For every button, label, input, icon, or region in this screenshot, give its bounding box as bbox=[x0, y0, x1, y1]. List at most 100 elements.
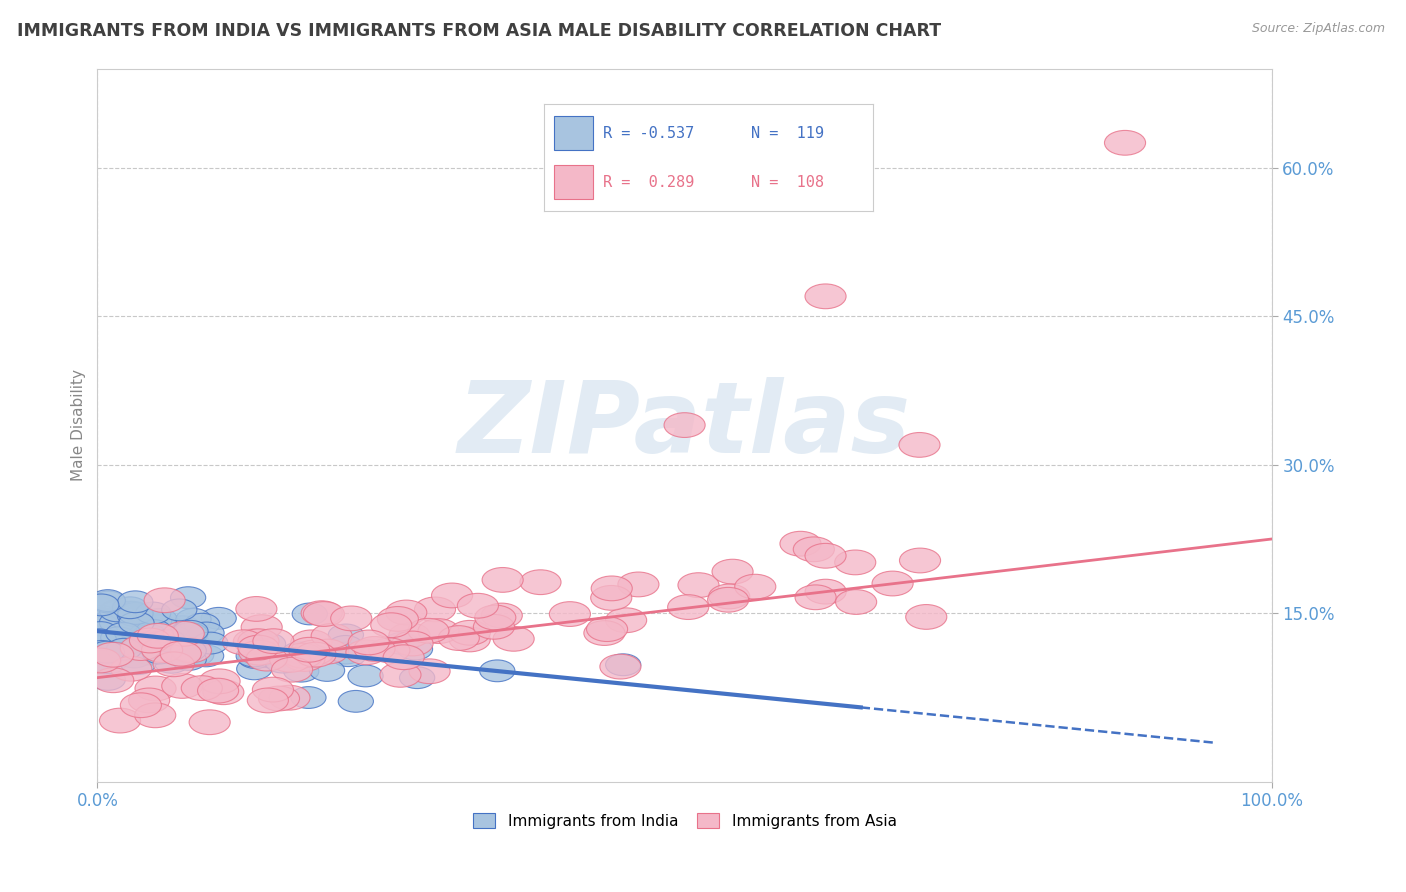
Text: IMMIGRANTS FROM INDIA VS IMMIGRANTS FROM ASIA MALE DISABILITY CORRELATION CHART: IMMIGRANTS FROM INDIA VS IMMIGRANTS FROM… bbox=[17, 22, 941, 40]
Ellipse shape bbox=[80, 642, 115, 664]
Ellipse shape bbox=[142, 609, 177, 631]
Ellipse shape bbox=[94, 609, 131, 631]
Ellipse shape bbox=[233, 629, 274, 654]
Ellipse shape bbox=[415, 597, 456, 622]
Ellipse shape bbox=[707, 588, 748, 612]
Ellipse shape bbox=[141, 632, 176, 654]
Ellipse shape bbox=[105, 623, 141, 644]
Ellipse shape bbox=[136, 620, 172, 641]
Ellipse shape bbox=[138, 624, 179, 648]
Ellipse shape bbox=[80, 648, 121, 673]
Ellipse shape bbox=[449, 627, 491, 652]
Ellipse shape bbox=[384, 645, 425, 670]
Ellipse shape bbox=[120, 607, 155, 629]
Ellipse shape bbox=[380, 663, 420, 687]
Ellipse shape bbox=[93, 668, 134, 693]
Ellipse shape bbox=[283, 641, 318, 664]
Ellipse shape bbox=[606, 607, 647, 632]
Ellipse shape bbox=[83, 606, 118, 627]
Ellipse shape bbox=[110, 633, 145, 655]
Ellipse shape bbox=[197, 678, 239, 703]
Ellipse shape bbox=[142, 615, 177, 637]
Ellipse shape bbox=[253, 677, 294, 702]
Ellipse shape bbox=[135, 703, 176, 728]
Ellipse shape bbox=[82, 607, 117, 630]
Ellipse shape bbox=[202, 680, 243, 705]
Ellipse shape bbox=[127, 622, 162, 644]
Ellipse shape bbox=[288, 638, 329, 662]
Ellipse shape bbox=[307, 640, 349, 664]
Ellipse shape bbox=[80, 608, 115, 631]
Ellipse shape bbox=[149, 618, 184, 640]
Ellipse shape bbox=[346, 640, 387, 665]
Ellipse shape bbox=[150, 630, 186, 651]
Ellipse shape bbox=[111, 601, 146, 623]
Ellipse shape bbox=[591, 576, 633, 600]
Ellipse shape bbox=[83, 615, 118, 636]
Ellipse shape bbox=[222, 630, 263, 655]
Ellipse shape bbox=[301, 601, 342, 625]
Ellipse shape bbox=[128, 688, 170, 713]
Ellipse shape bbox=[170, 638, 211, 663]
Ellipse shape bbox=[284, 660, 319, 682]
Ellipse shape bbox=[83, 594, 118, 616]
Ellipse shape bbox=[606, 654, 641, 675]
Ellipse shape bbox=[87, 624, 122, 646]
Ellipse shape bbox=[806, 543, 846, 568]
Ellipse shape bbox=[121, 636, 162, 660]
Ellipse shape bbox=[269, 685, 311, 710]
Ellipse shape bbox=[135, 602, 170, 624]
Text: ZIPatlas: ZIPatlas bbox=[458, 376, 911, 474]
Ellipse shape bbox=[600, 654, 641, 679]
Ellipse shape bbox=[87, 629, 124, 651]
Ellipse shape bbox=[479, 660, 515, 681]
Ellipse shape bbox=[398, 638, 433, 660]
Ellipse shape bbox=[409, 659, 450, 683]
Ellipse shape bbox=[82, 624, 117, 646]
Ellipse shape bbox=[190, 710, 231, 735]
Ellipse shape bbox=[240, 642, 276, 664]
Ellipse shape bbox=[120, 619, 155, 640]
Ellipse shape bbox=[125, 632, 160, 654]
Ellipse shape bbox=[482, 567, 523, 592]
Ellipse shape bbox=[377, 607, 419, 632]
Ellipse shape bbox=[664, 413, 706, 437]
Ellipse shape bbox=[457, 593, 499, 618]
Ellipse shape bbox=[124, 633, 159, 655]
Ellipse shape bbox=[90, 668, 125, 690]
Ellipse shape bbox=[311, 624, 353, 648]
Ellipse shape bbox=[162, 673, 202, 698]
Ellipse shape bbox=[250, 633, 285, 655]
Ellipse shape bbox=[371, 613, 412, 638]
Ellipse shape bbox=[173, 621, 208, 642]
Ellipse shape bbox=[1105, 130, 1146, 155]
Ellipse shape bbox=[200, 669, 240, 694]
Ellipse shape bbox=[121, 615, 156, 637]
Ellipse shape bbox=[291, 630, 332, 655]
Ellipse shape bbox=[450, 621, 491, 645]
Ellipse shape bbox=[254, 646, 290, 668]
Ellipse shape bbox=[711, 559, 754, 584]
Ellipse shape bbox=[236, 597, 277, 622]
Ellipse shape bbox=[898, 433, 941, 458]
Ellipse shape bbox=[86, 620, 121, 641]
Ellipse shape bbox=[709, 584, 749, 609]
Legend: Immigrants from India, Immigrants from Asia: Immigrants from India, Immigrants from A… bbox=[467, 806, 903, 835]
Ellipse shape bbox=[583, 621, 624, 646]
Ellipse shape bbox=[872, 571, 912, 596]
Ellipse shape bbox=[142, 629, 177, 651]
Ellipse shape bbox=[100, 600, 135, 622]
Ellipse shape bbox=[115, 601, 150, 624]
Ellipse shape bbox=[735, 574, 776, 599]
Ellipse shape bbox=[330, 645, 366, 666]
Ellipse shape bbox=[347, 665, 384, 687]
Ellipse shape bbox=[160, 641, 201, 666]
Ellipse shape bbox=[399, 667, 434, 689]
Ellipse shape bbox=[90, 590, 125, 612]
Ellipse shape bbox=[134, 643, 169, 665]
Ellipse shape bbox=[266, 651, 301, 673]
Ellipse shape bbox=[291, 687, 326, 708]
Ellipse shape bbox=[93, 642, 134, 667]
Ellipse shape bbox=[236, 658, 271, 680]
Ellipse shape bbox=[284, 647, 325, 672]
